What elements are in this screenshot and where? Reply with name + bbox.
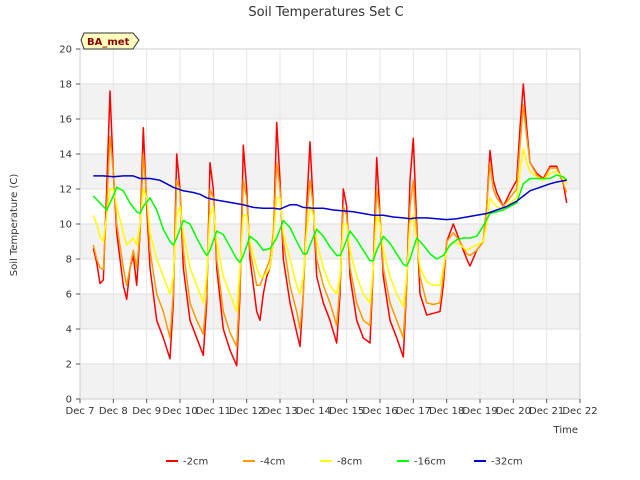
legend-item: -4cm bbox=[243, 457, 285, 468]
y-tick-label: 16 bbox=[59, 115, 72, 126]
site-badge-label: BA_met bbox=[87, 37, 130, 48]
y-tick-label: 0 bbox=[66, 395, 72, 406]
x-tick-label: Dec 22 bbox=[562, 406, 597, 417]
x-tick-label: Dec 19 bbox=[462, 406, 497, 417]
site-badge: BA_met bbox=[80, 32, 140, 50]
plot-band bbox=[80, 154, 580, 189]
x-tick-label: Dec 18 bbox=[429, 406, 464, 417]
legend-label: -16cm bbox=[414, 457, 446, 468]
plot-band bbox=[80, 84, 580, 119]
y-tick-label: 2 bbox=[66, 360, 72, 371]
series-line-minus-16cm bbox=[92, 174, 568, 267]
series-line-minus-4cm bbox=[92, 104, 568, 348]
x-tick-label: Dec 12 bbox=[229, 406, 264, 417]
x-tick-label: Dec 17 bbox=[396, 406, 431, 417]
y-tick-label: 18 bbox=[59, 80, 72, 91]
x-tick-label: Dec 14 bbox=[296, 406, 331, 417]
legend-item: -2cm bbox=[166, 457, 208, 468]
legend-label: -32cm bbox=[491, 457, 523, 468]
y-tick-label: 8 bbox=[66, 255, 72, 266]
x-tick-label: Dec 20 bbox=[496, 406, 531, 417]
x-tick-label: Dec 16 bbox=[362, 406, 397, 417]
x-axis-title: Time bbox=[553, 425, 578, 436]
plot-band bbox=[80, 364, 580, 399]
legend-label: -2cm bbox=[183, 457, 208, 468]
plot-background-bands bbox=[80, 84, 580, 399]
x-tick-label: Dec 11 bbox=[196, 406, 231, 417]
x-tick-label: Dec 13 bbox=[262, 406, 297, 417]
y-axis-ticks: 0 2 4 6 8 10 12 14 16 18 20 bbox=[59, 45, 80, 406]
legend: -2cm -4cm -8cm -16cm -32cm bbox=[166, 457, 523, 468]
y-tick-label: 10 bbox=[59, 220, 72, 231]
x-tick-label: Dec 10 bbox=[162, 406, 197, 417]
series-line-minus-8cm bbox=[92, 147, 568, 313]
y-tick-label: 14 bbox=[59, 150, 72, 161]
series-line-minus-32cm bbox=[93, 175, 567, 221]
legend-label: -8cm bbox=[337, 457, 362, 468]
series-layer bbox=[92, 83, 568, 367]
x-tick-label: Dec 7 bbox=[66, 406, 95, 417]
x-tick-label: Dec 9 bbox=[132, 406, 161, 417]
x-tick-label: Dec 21 bbox=[529, 406, 564, 417]
y-axis-title: Soil Temperature (C) bbox=[9, 174, 20, 277]
legend-item: -8cm bbox=[320, 457, 362, 468]
chart-title: Soil Temperatures Set C bbox=[248, 5, 403, 20]
y-tick-label: 4 bbox=[66, 325, 72, 336]
legend-item: -32cm bbox=[474, 457, 523, 468]
y-tick-label: 6 bbox=[66, 290, 72, 301]
y-tick-label: 12 bbox=[59, 185, 72, 196]
legend-label: -4cm bbox=[260, 457, 285, 468]
site-badge-box bbox=[80, 32, 140, 50]
x-tick-label: Dec 8 bbox=[99, 406, 128, 417]
y-tick-label: 20 bbox=[59, 45, 72, 56]
legend-item: -16cm bbox=[397, 457, 446, 468]
x-tick-label: Dec 15 bbox=[329, 406, 364, 417]
